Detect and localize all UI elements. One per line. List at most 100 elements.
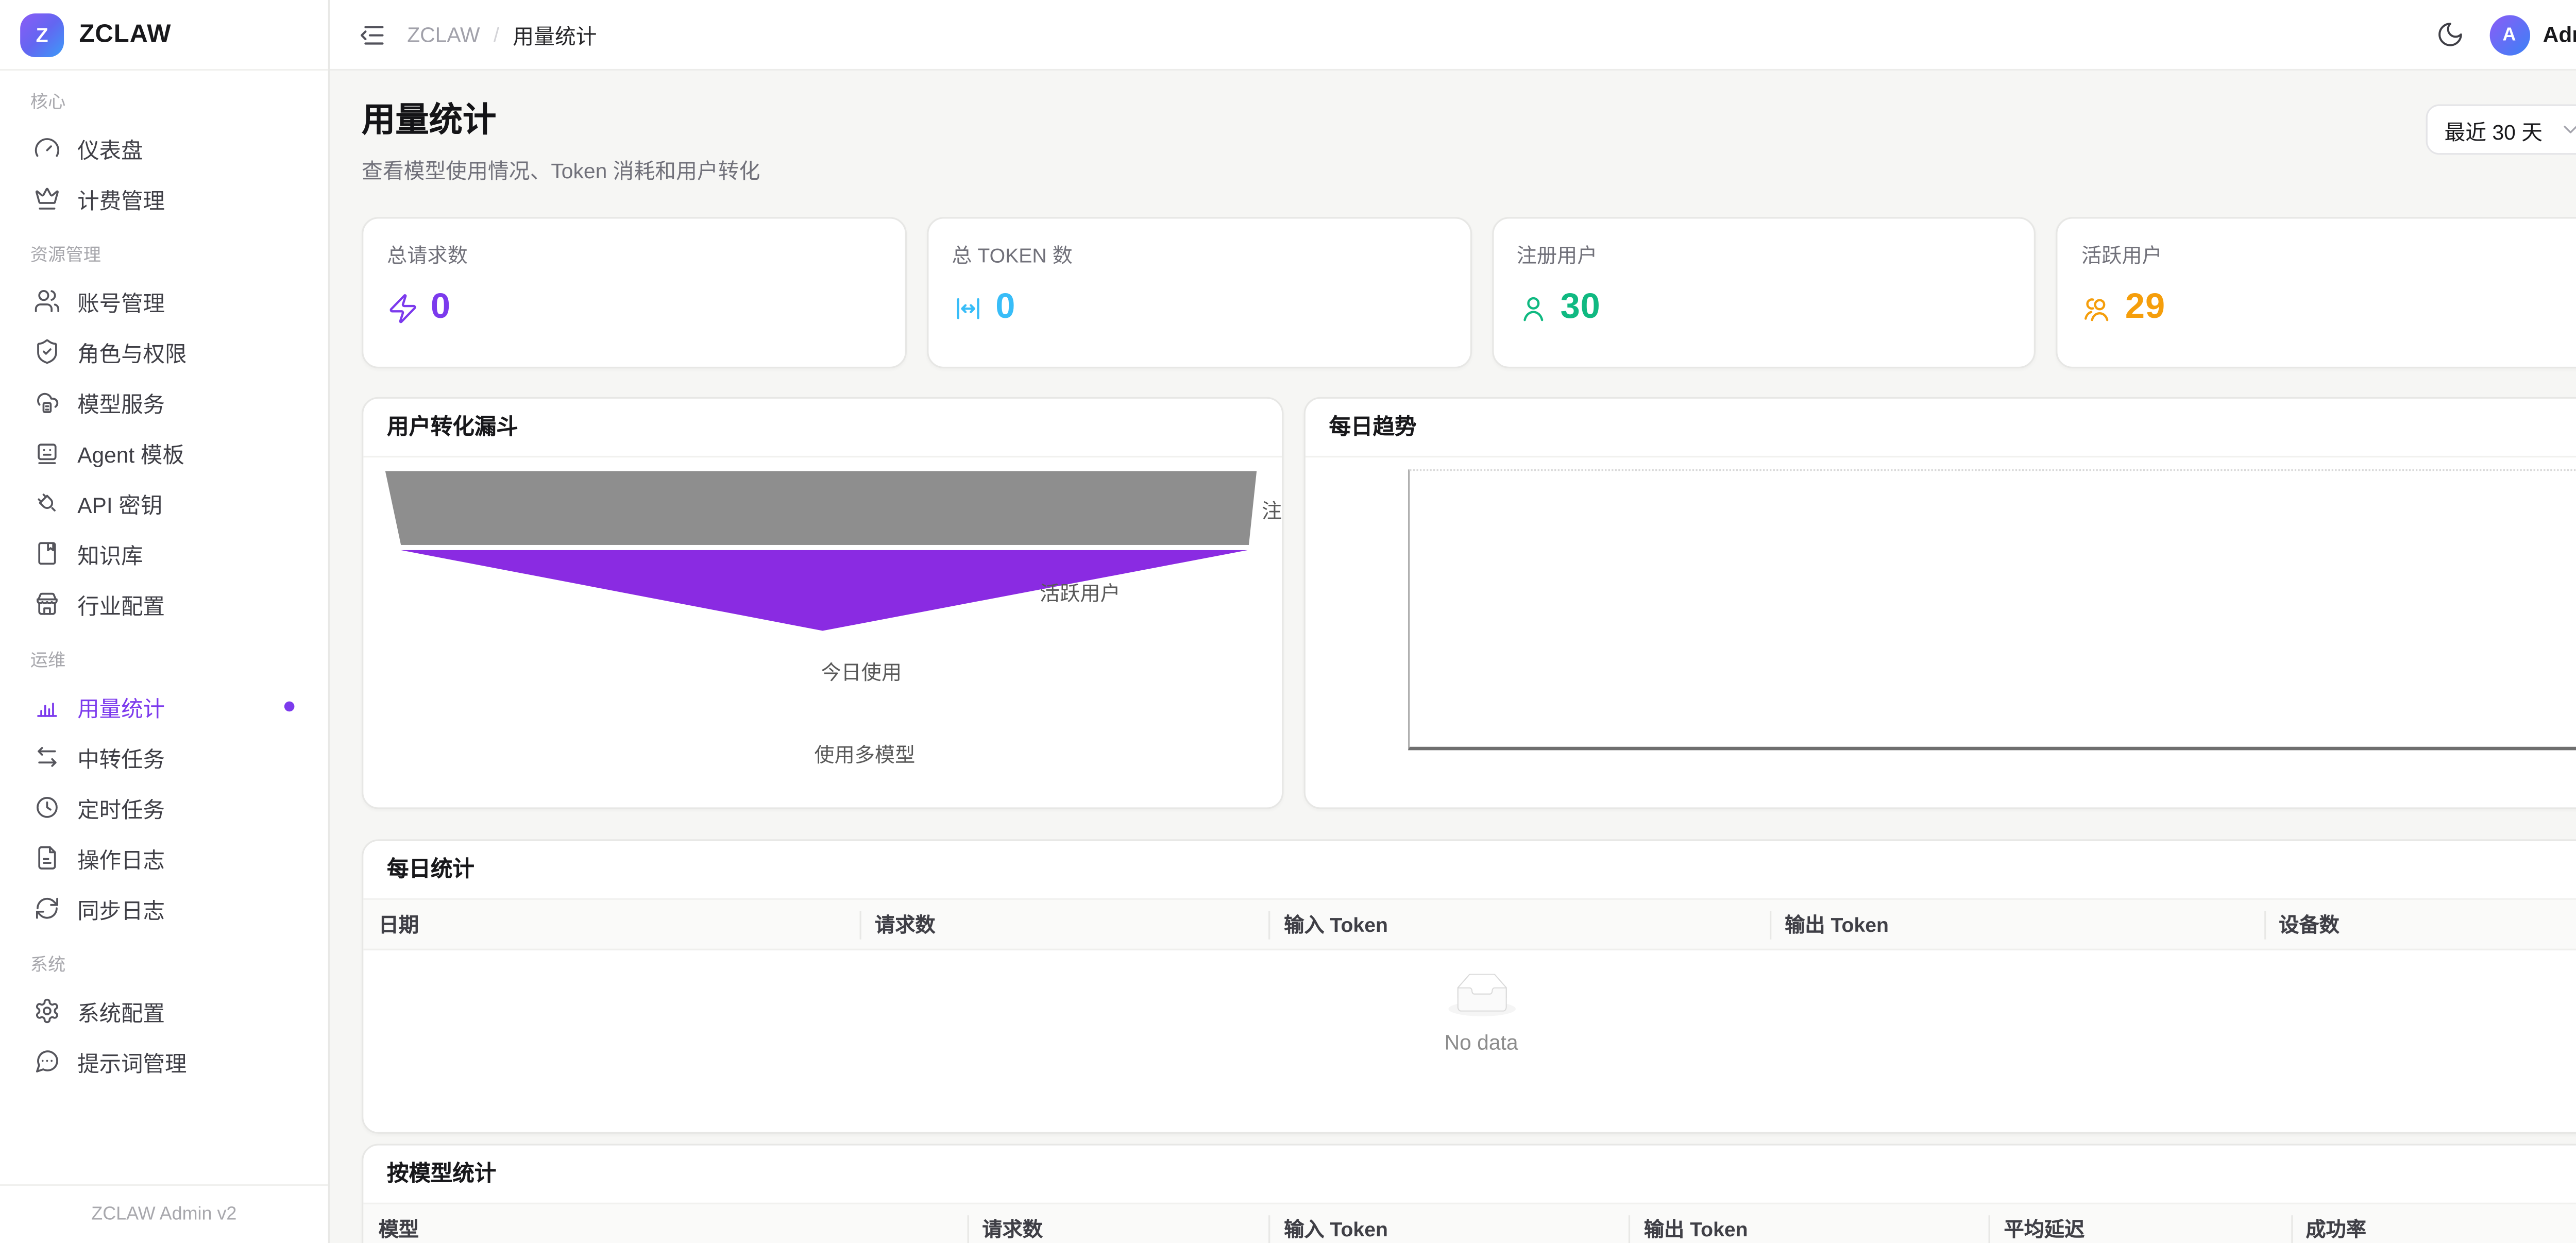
sidebar-item-1-2[interactable]: 模型服务	[20, 377, 308, 427]
funnel-chart: 注册用户 活跃用户 今日使用 使用多模型	[363, 457, 1282, 807]
sidebar-item-label: 操作日志	[77, 847, 165, 873]
sidebar-section-0: 核心仪表盘 计费管理	[20, 89, 308, 224]
sidebar-item-2-0[interactable]: 用量统计	[20, 681, 308, 731]
sidebar: Z ZCLAW 核心 仪表盘 计费管理 资源管理 账号管理 角色与权限 模型服务 Agent …	[0, 0, 330, 1243]
sidebar-item-1-4[interactable]: API 密钥	[20, 478, 308, 528]
sidebar-item-0-0[interactable]: 仪表盘	[20, 123, 308, 173]
sidebar-item-label: 账号管理	[77, 290, 165, 316]
column-header-2: 输入 Token	[1269, 1204, 1629, 1243]
sidebar-item-1-5[interactable]: 知识库	[20, 528, 308, 578]
daily-table-header: 日期 请求数 输入 Token 输出 Token 设备数	[363, 899, 2576, 950]
sidebar-item-0-1[interactable]: 计费管理	[20, 173, 308, 224]
funnel-stage-registered	[385, 471, 1257, 545]
app-title: ZCLAW	[79, 20, 172, 49]
sidebar-item-3-0[interactable]: 系统配置	[20, 985, 308, 1036]
sidebar-section-label: 核心	[30, 92, 66, 113]
funnel-card-title: 用户转化漏斗	[363, 399, 1282, 458]
stat-card-1: 总 TOKEN 数 0	[926, 217, 1471, 369]
column-header-0: 模型	[378, 1218, 419, 1241]
user-icon	[1517, 292, 1549, 324]
sidebar-item-3-1[interactable]: 提示词管理	[20, 1036, 308, 1086]
token-icon	[952, 292, 984, 324]
trend-card: 每日趋势	[1303, 397, 2576, 809]
funnel-label-active: 活跃用户	[1039, 582, 1121, 606]
column-header-4: 设备数	[2264, 900, 2576, 949]
bolt-icon	[387, 292, 419, 324]
plug-icon	[33, 489, 60, 516]
sidebar-item-label: 角色与权限	[77, 340, 187, 366]
column-header-0: 日期	[378, 913, 419, 937]
funnel-card: 用户转化漏斗 注册用户 活跃用户 今日使用 使用多模型	[362, 397, 1284, 809]
dark-mode-toggle-moon-icon[interactable]	[2435, 20, 2464, 49]
sidebar-item-1-1[interactable]: 角色与权限	[20, 326, 308, 377]
file-text-icon	[33, 844, 60, 871]
avatar: A	[2489, 14, 2530, 55]
page-header-text: 用量统计 查看模型使用情况、Token 消耗和用户转化	[362, 101, 760, 185]
sidebar-item-2-3[interactable]: 操作日志	[20, 832, 308, 883]
column-header-5: 成功率	[2291, 1204, 2576, 1243]
charts-row: 用户转化漏斗 注册用户 活跃用户 今日使用 使用多模型 每日趋势	[362, 397, 2576, 809]
sidebar-item-label: 行业配置	[77, 593, 165, 618]
model-stats-card: 按模型统计 模型 请求数 输入 Token 输出 Token 平均延迟 成功率	[362, 1144, 2576, 1243]
date-range-select[interactable]: 最近 30 天	[2426, 104, 2576, 155]
sidebar-item-2-4[interactable]: 同步日志	[20, 883, 308, 933]
column-header-2: 输入 Token	[1269, 900, 1770, 949]
sidebar-item-2-1[interactable]: 中转任务	[20, 731, 308, 782]
stat-value: 29	[2125, 287, 2166, 327]
stat-label: 总 TOKEN 数	[952, 244, 1073, 268]
empty-state-text: No data	[1444, 1031, 1518, 1055]
daily-stats-card: 每日统计 日期 请求数 输入 Token 输出 Token 设备数 No data	[362, 839, 2576, 1134]
swap-icon	[33, 743, 60, 770]
empty-state: No data	[363, 950, 2576, 1054]
app-logo: Z ZCLAW	[0, 0, 328, 71]
page-title: 用量统计	[362, 103, 497, 140]
stat-label: 活跃用户	[2081, 244, 2162, 268]
sidebar-item-1-6[interactable]: 行业配置	[20, 578, 308, 629]
cloud-server-icon	[33, 388, 60, 415]
model-table-header: 模型 请求数 输入 Token 输出 Token 平均延迟 成功率	[363, 1204, 2576, 1243]
funnel-label-multimodel: 使用多模型	[814, 743, 916, 767]
sidebar-section-label: 系统	[30, 955, 66, 976]
bot-icon	[33, 439, 60, 466]
bar-chart-icon	[33, 693, 60, 720]
sidebar-item-label: Agent 模板	[77, 441, 184, 467]
trend-plot-area	[1408, 469, 2576, 751]
sidebar-section-label: 运维	[30, 651, 66, 671]
stat-value: 0	[995, 287, 1016, 327]
users-icon	[33, 287, 60, 314]
stats-row: 总请求数 0 总 TOKEN 数 0 注册用户 30 活跃用户 29	[362, 217, 2576, 369]
user-name: Admin	[2543, 22, 2576, 47]
sidebar-item-label: 用量统计	[77, 695, 165, 721]
breadcrumb-root[interactable]: ZCLAW	[407, 23, 480, 46]
sidebar-collapse-icon[interactable]	[357, 20, 387, 50]
sidebar-item-1-0[interactable]: 账号管理	[20, 276, 308, 327]
gauge-icon	[33, 134, 60, 161]
sidebar-nav: 核心 仪表盘 计费管理 资源管理 账号管理 角色与权限 模型服务 Agent 模板 API 密钥…	[0, 71, 328, 1184]
logo-icon: Z	[20, 12, 64, 57]
sidebar-item-2-2[interactable]: 定时任务	[20, 782, 308, 832]
sidebar-item-label: 模型服务	[77, 391, 165, 417]
sidebar-item-label: 定时任务	[77, 796, 165, 822]
clock-icon	[33, 794, 60, 821]
store-icon	[33, 590, 60, 617]
stat-card-3: 活跃用户 29	[2056, 217, 2576, 369]
stat-card-0: 总请求数 0	[362, 217, 907, 369]
sidebar-item-label: 知识库	[77, 542, 143, 568]
stat-value: 0	[430, 287, 451, 327]
sidebar-item-1-3[interactable]: Agent 模板	[20, 427, 308, 478]
sidebar-section-1: 资源管理 账号管理 角色与权限 模型服务 Agent 模板 API 密钥 知识库 行业配置	[20, 242, 308, 629]
chevron-down-icon	[2559, 118, 2576, 142]
column-header-3: 输出 Token	[1770, 900, 2264, 949]
page-content: 用量统计 查看模型使用情况、Token 消耗和用户转化 最近 30 天 总请求数…	[330, 71, 2576, 1243]
trend-chart	[1306, 457, 2576, 807]
user-menu[interactable]: A Admin	[2489, 14, 2576, 55]
gear-icon	[33, 997, 60, 1024]
stat-card-2: 注册用户 30	[1491, 217, 2036, 369]
topbar-right: A Admin	[2435, 14, 2576, 55]
book-icon	[33, 540, 60, 567]
stat-label: 注册用户	[1516, 244, 1598, 268]
funnel-stage-active	[400, 550, 1248, 631]
sidebar-footer-version: ZCLAW Admin v2	[0, 1184, 328, 1243]
sidebar-section-3: 系统系统配置 提示词管理	[20, 952, 308, 1086]
